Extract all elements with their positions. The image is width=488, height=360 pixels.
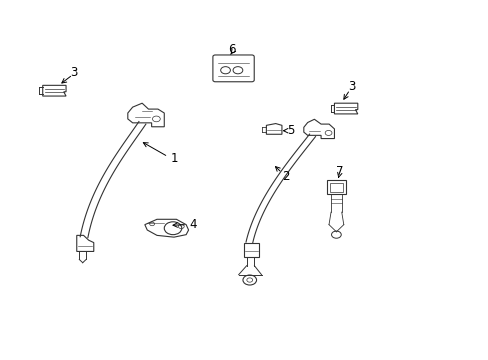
Text: 6: 6 xyxy=(228,43,236,56)
Text: 1: 1 xyxy=(170,152,177,165)
Text: 3: 3 xyxy=(70,66,78,79)
Text: 5: 5 xyxy=(286,124,294,137)
Text: 2: 2 xyxy=(282,170,289,183)
Text: 3: 3 xyxy=(347,80,354,93)
Text: 7: 7 xyxy=(335,165,343,177)
Text: 4: 4 xyxy=(189,218,197,231)
